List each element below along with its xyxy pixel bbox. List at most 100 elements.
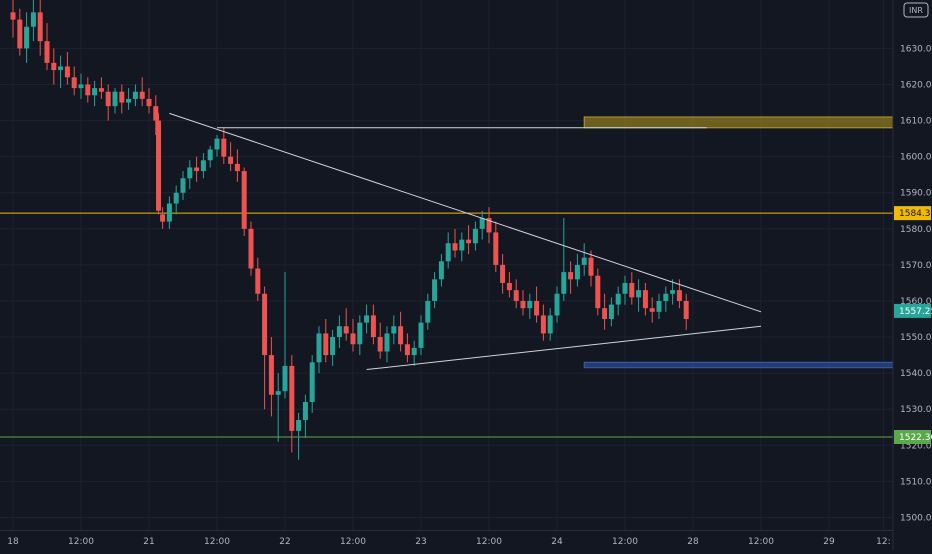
candle[interactable] <box>540 304 546 341</box>
candle[interactable] <box>275 373 281 442</box>
candle[interactable] <box>30 0 36 42</box>
candle[interactable] <box>500 254 506 294</box>
candle[interactable] <box>10 0 16 38</box>
candle[interactable] <box>350 319 356 352</box>
candle[interactable] <box>214 135 220 157</box>
candle[interactable] <box>302 394 308 439</box>
candle[interactable] <box>316 326 322 374</box>
demand-zone[interactable] <box>583 361 894 369</box>
candle[interactable] <box>527 293 533 320</box>
candle[interactable] <box>262 286 268 410</box>
candle[interactable] <box>105 84 111 121</box>
currency-badge[interactable]: INR <box>903 2 929 18</box>
candle[interactable] <box>588 250 594 287</box>
candle[interactable] <box>459 232 465 262</box>
candle[interactable] <box>248 221 254 276</box>
candle[interactable] <box>180 171 186 200</box>
trendlines[interactable] <box>169 112 762 371</box>
candle[interactable] <box>574 254 580 287</box>
candle[interactable] <box>343 308 349 341</box>
candle[interactable] <box>445 232 451 269</box>
candle[interactable] <box>336 315 342 348</box>
candle[interactable] <box>432 272 438 309</box>
candle[interactable] <box>51 48 57 85</box>
candle[interactable] <box>466 225 472 255</box>
candle[interactable] <box>234 149 240 182</box>
candle[interactable] <box>391 315 397 345</box>
candle[interactable] <box>194 156 200 182</box>
candle[interactable] <box>132 84 138 107</box>
candle[interactable] <box>663 286 669 312</box>
candle[interactable] <box>636 279 642 312</box>
candle[interactable] <box>656 293 662 320</box>
candle[interactable] <box>581 243 587 276</box>
candle[interactable] <box>98 77 104 99</box>
candle[interactable] <box>534 286 540 323</box>
candle[interactable] <box>425 293 431 330</box>
candle[interactable] <box>357 315 363 356</box>
candle[interactable] <box>411 340 417 366</box>
candle[interactable] <box>561 217 567 301</box>
candle[interactable] <box>493 221 499 273</box>
candles[interactable] <box>10 0 689 460</box>
candle[interactable] <box>377 322 383 359</box>
candle[interactable] <box>241 167 247 237</box>
candle[interactable] <box>452 228 458 258</box>
candle[interactable] <box>568 261 574 294</box>
candle[interactable] <box>296 412 302 460</box>
candle[interactable] <box>683 293 689 330</box>
candle[interactable] <box>622 275 628 305</box>
candle[interactable] <box>282 272 288 399</box>
candle[interactable] <box>200 153 206 179</box>
supply-zone[interactable] <box>583 116 894 129</box>
candle[interactable] <box>642 282 648 316</box>
candle[interactable] <box>160 207 166 229</box>
candle[interactable] <box>173 185 179 215</box>
candle[interactable] <box>595 268 601 316</box>
candle[interactable] <box>187 160 193 190</box>
candle[interactable] <box>255 257 261 301</box>
candle[interactable] <box>146 88 152 114</box>
candle[interactable] <box>670 279 676 305</box>
candle[interactable] <box>602 293 608 330</box>
candle[interactable] <box>608 297 614 327</box>
candle[interactable] <box>58 55 64 89</box>
lower-trendline[interactable] <box>366 325 762 371</box>
candle[interactable] <box>384 326 390 363</box>
candle[interactable] <box>126 88 132 110</box>
candle[interactable] <box>323 319 329 363</box>
candle[interactable] <box>629 272 635 305</box>
candle[interactable] <box>554 286 560 323</box>
candle[interactable] <box>398 311 404 352</box>
candle[interactable] <box>85 77 91 103</box>
candle[interactable] <box>166 196 172 229</box>
candle[interactable] <box>139 77 145 107</box>
candle[interactable] <box>37 0 43 56</box>
candle[interactable] <box>513 279 519 309</box>
candle[interactable] <box>17 8 23 56</box>
candle[interactable] <box>404 333 410 363</box>
candle[interactable] <box>309 355 315 413</box>
candle[interactable] <box>615 286 621 316</box>
upper-trendline[interactable] <box>169 112 762 313</box>
candle[interactable] <box>547 308 553 341</box>
candle[interactable] <box>112 88 118 114</box>
candle[interactable] <box>221 127 227 164</box>
candle[interactable] <box>24 12 30 63</box>
candle[interactable] <box>268 337 274 417</box>
candle[interactable] <box>64 52 70 85</box>
candle[interactable] <box>207 145 213 168</box>
candle[interactable] <box>228 142 234 172</box>
candle[interactable] <box>370 304 376 345</box>
candle[interactable] <box>119 84 125 114</box>
candle[interactable] <box>506 272 512 298</box>
candle[interactable] <box>153 95 159 136</box>
candle[interactable] <box>78 73 84 99</box>
candle[interactable] <box>479 210 485 240</box>
candle[interactable] <box>486 207 492 244</box>
candle[interactable] <box>472 221 478 251</box>
candle[interactable] <box>92 80 98 107</box>
candle[interactable] <box>438 254 444 287</box>
